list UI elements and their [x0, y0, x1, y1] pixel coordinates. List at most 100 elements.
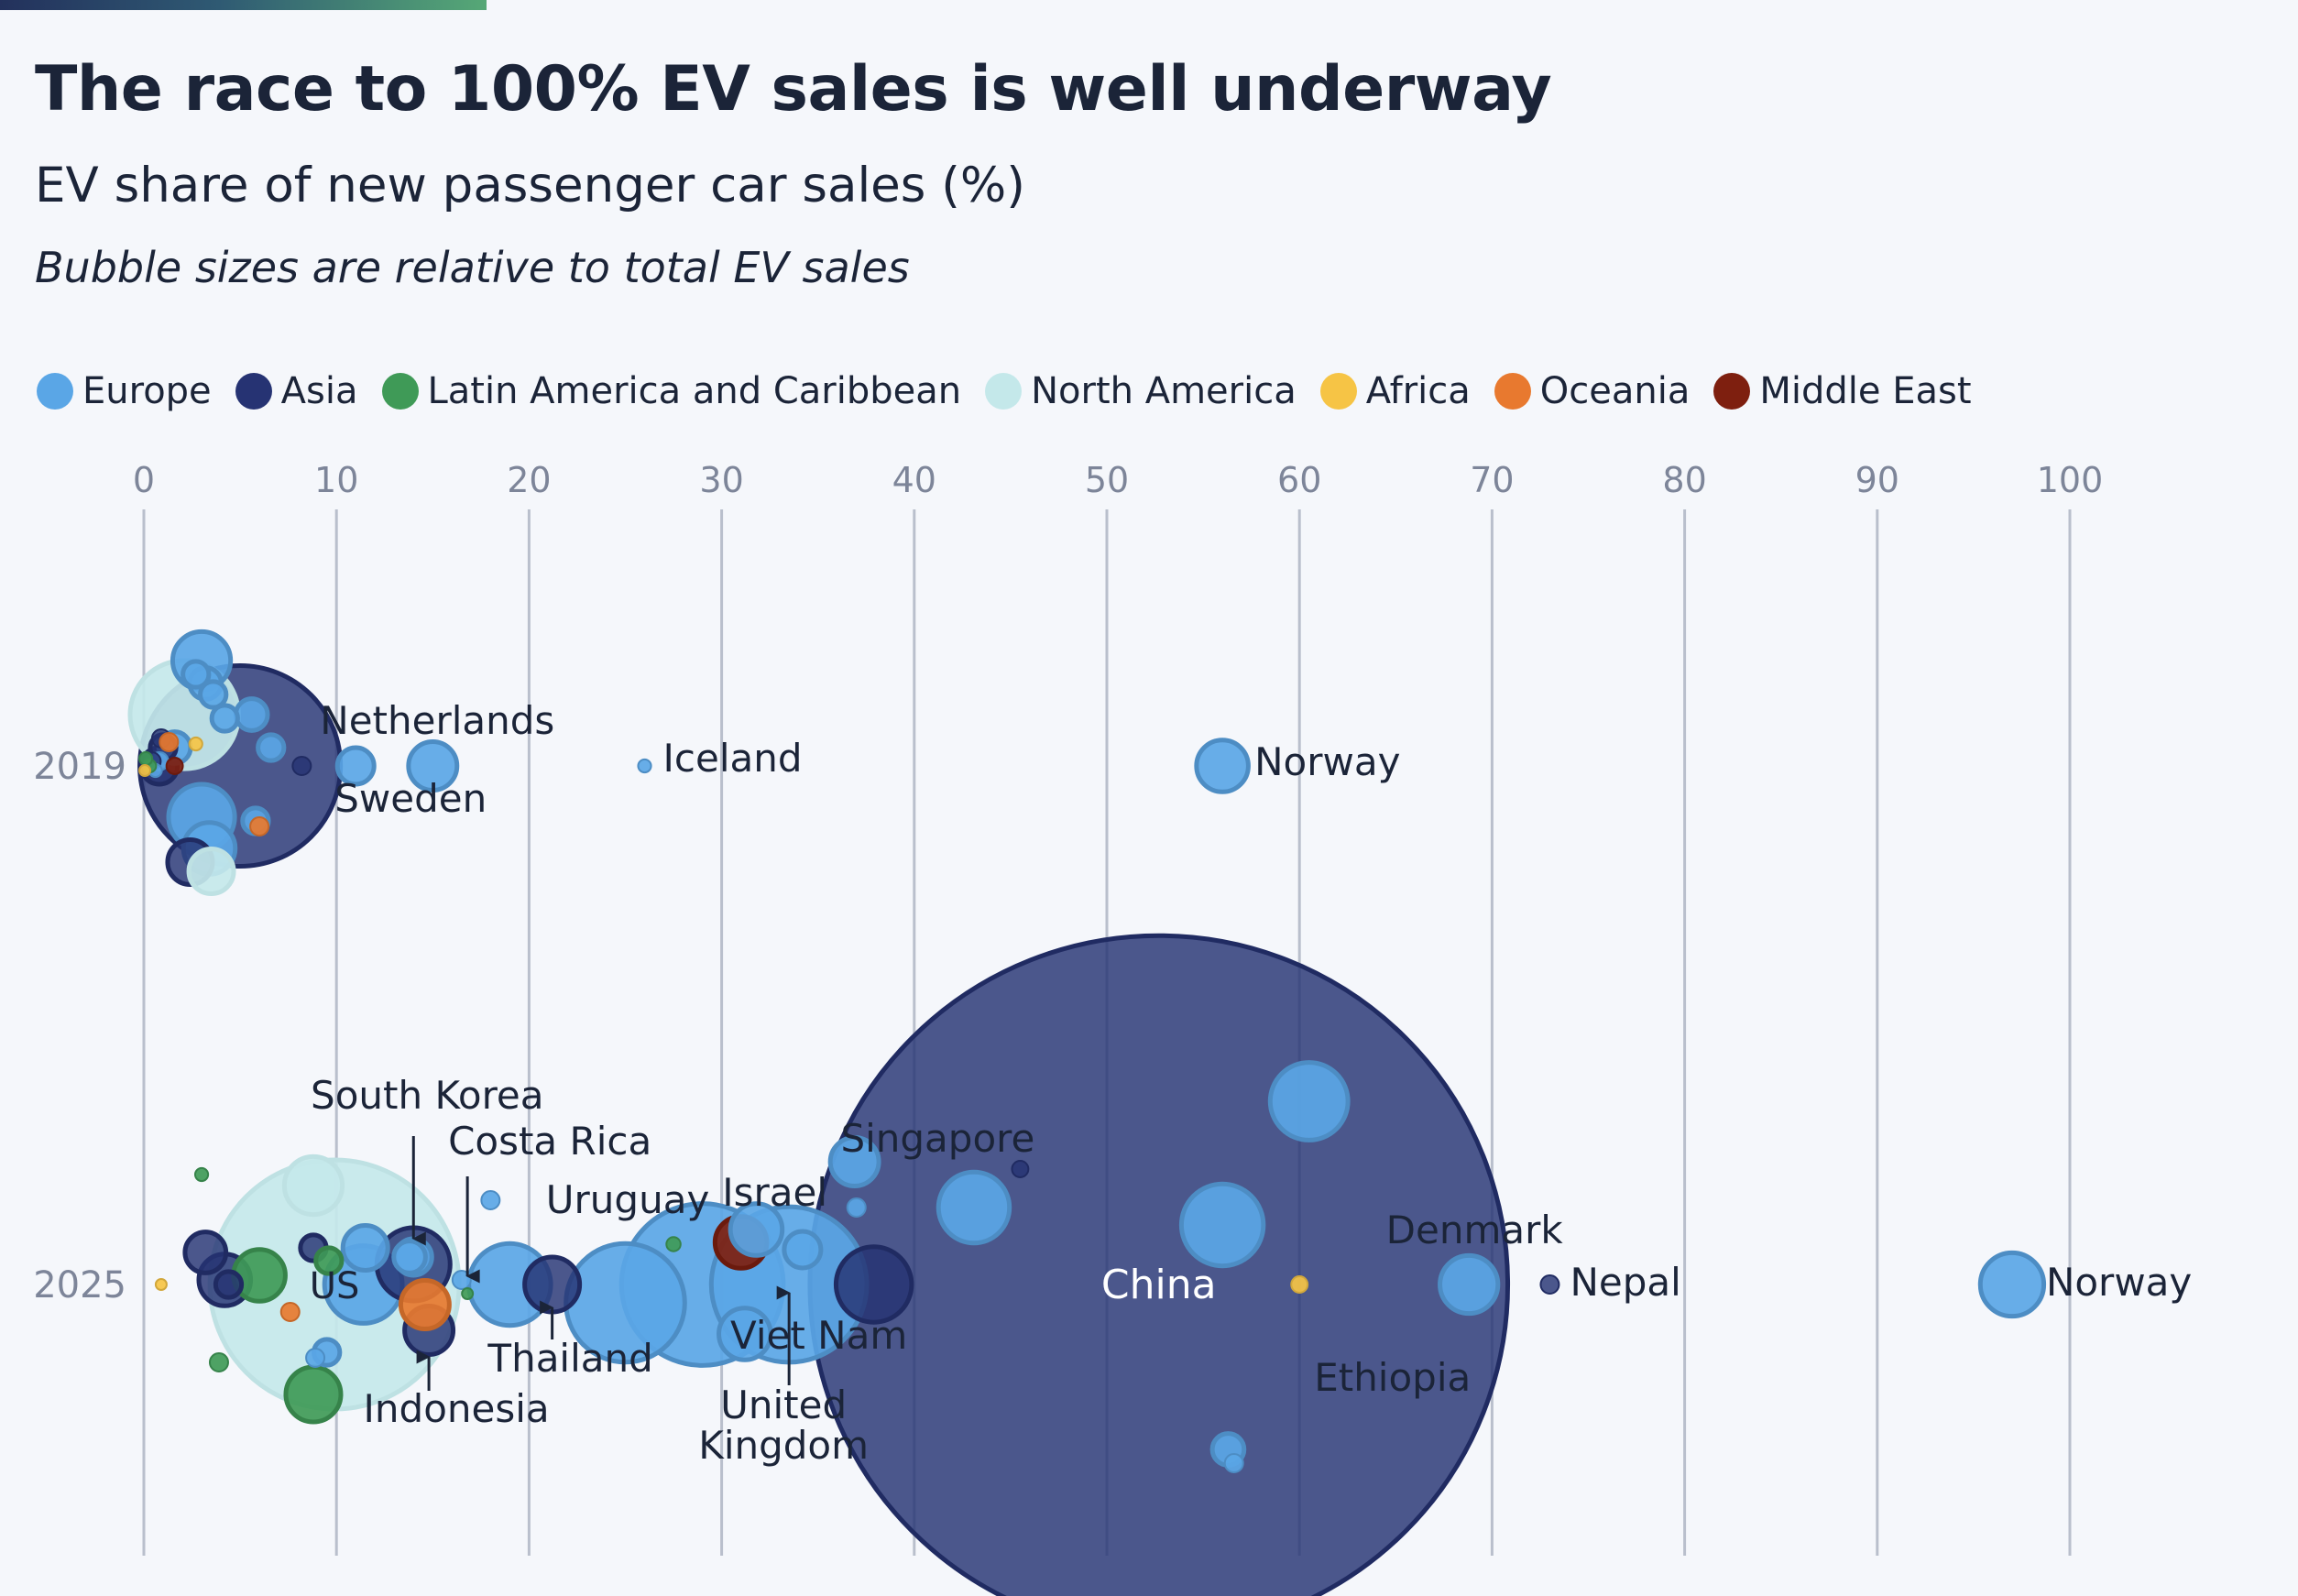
- country-label: United Kingdom: [698, 1383, 869, 1468]
- bubble: [159, 732, 180, 752]
- bubble: [154, 1278, 168, 1291]
- bubble: [138, 764, 152, 777]
- country-label: Denmark: [1386, 1208, 1564, 1252]
- bubble: [936, 1169, 1012, 1246]
- x-tick-label: 10: [314, 460, 358, 500]
- bubble-sweden: [334, 745, 377, 787]
- x-tick-label: 50: [1085, 460, 1129, 500]
- x-tick-label: 40: [892, 460, 936, 500]
- bubble-nepal: [1539, 1274, 1560, 1295]
- bubble: [340, 1223, 390, 1273]
- legend-item: Europe: [37, 370, 212, 412]
- country-label: South Korea: [311, 1073, 543, 1118]
- legend-label: Africa: [1365, 370, 1471, 412]
- bubble-norway: [1977, 1250, 2047, 1319]
- bubble-netherlands: [406, 739, 460, 793]
- year-label: 2025: [33, 1264, 126, 1306]
- bubble: [1178, 1181, 1266, 1269]
- country-label: Israel: [722, 1170, 827, 1215]
- country-label: Viet Nam: [730, 1313, 907, 1358]
- country-label: Thailand: [487, 1336, 652, 1381]
- bubble: [233, 696, 270, 733]
- country-label: Netherlands: [320, 698, 554, 743]
- bubble-label: China: [1101, 1262, 1217, 1308]
- legend-label: Middle East: [1759, 370, 1972, 412]
- country-label: Uruguay: [546, 1177, 710, 1222]
- x-tick-label: 90: [1855, 460, 1899, 500]
- bubble-iceland: [637, 758, 652, 774]
- bubble-denmark: [1438, 1252, 1501, 1317]
- bubble: [209, 703, 240, 734]
- bubble: [193, 1166, 210, 1183]
- bubble: [279, 1302, 301, 1322]
- country-label: Sweden: [334, 776, 487, 821]
- legend-swatch: [1319, 373, 1357, 410]
- bubble-label: US: [310, 1265, 360, 1307]
- bubble: [256, 732, 287, 763]
- legend-swatch: [985, 373, 1023, 410]
- legend-label: Europe: [82, 370, 212, 412]
- legend: Europe Asia Latin America and Caribbean Nor…: [37, 366, 1972, 416]
- bubble: [827, 1135, 881, 1188]
- bubble: [846, 1197, 867, 1218]
- x-tick-label: 70: [1470, 460, 1514, 500]
- bubble-singapore: [1011, 1160, 1030, 1178]
- legend-item: North America: [985, 370, 1297, 412]
- legend-item: Middle East: [1713, 370, 1972, 412]
- legend-swatch: [1713, 373, 1751, 410]
- bubble: [1267, 1060, 1351, 1142]
- x-tick-label: 0: [133, 460, 155, 500]
- bubble: [281, 1153, 345, 1218]
- bubble: [138, 750, 154, 767]
- bubble: [782, 1229, 824, 1271]
- country-label: Indonesia: [364, 1386, 550, 1431]
- bubble: [728, 1201, 785, 1258]
- legend-label: Oceania: [1539, 370, 1691, 412]
- bubble: [188, 736, 203, 752]
- bubble-costa-rica: [461, 1287, 475, 1300]
- chart-subtitle: EV share of new passenger car sales (%): [35, 158, 1025, 213]
- country-label: Singapore: [840, 1116, 1034, 1161]
- bubble: [1223, 1453, 1244, 1473]
- legend-swatch: [1494, 373, 1531, 410]
- bubble: [391, 1239, 428, 1275]
- bubble-viet-nam: [833, 1244, 914, 1325]
- bubble: [249, 816, 270, 836]
- country-label: Iceland: [663, 736, 803, 781]
- country-label: Nepal: [1570, 1260, 1680, 1305]
- legend-item: Asia: [235, 370, 358, 412]
- bubble: [717, 1306, 773, 1362]
- bubble: [165, 757, 184, 775]
- bubble: [231, 1247, 288, 1304]
- bubble: [291, 756, 312, 776]
- legend-swatch: [37, 373, 73, 410]
- legend-item: Oceania: [1494, 370, 1691, 412]
- bubble-norway: [1194, 738, 1251, 794]
- bubble-size-note: Bubble sizes are relative to total EV sa…: [35, 243, 910, 292]
- x-tick-label: 100: [2037, 460, 2104, 500]
- legend-label: Asia: [280, 370, 358, 412]
- x-tick-label: 60: [1277, 460, 1321, 500]
- accent-bar: [0, 0, 487, 10]
- bubble: [186, 847, 236, 896]
- x-tick-label: 30: [699, 460, 743, 500]
- bubble: [283, 1364, 344, 1425]
- legend-swatch: [235, 373, 272, 410]
- year-label: 2019: [33, 746, 126, 788]
- legend-swatch: [381, 373, 419, 410]
- bubble-ethiopia: [1290, 1275, 1309, 1294]
- bubble: [480, 1190, 501, 1210]
- bubble: [182, 1230, 229, 1275]
- country-label: Norway: [2046, 1260, 2192, 1305]
- bubble-uruguay: [665, 1236, 682, 1252]
- bubble: [398, 1278, 452, 1331]
- x-tick-label: 80: [1662, 460, 1706, 500]
- bubble: [305, 1348, 326, 1368]
- legend-label: North America: [1031, 370, 1297, 412]
- x-tick-label: 20: [507, 460, 551, 500]
- bubble: [208, 1352, 229, 1372]
- country-label: Costa Rica: [448, 1119, 651, 1164]
- chart-title: The race to 100% EV sales is well underw…: [35, 53, 1552, 126]
- bubble-thailand: [522, 1254, 583, 1315]
